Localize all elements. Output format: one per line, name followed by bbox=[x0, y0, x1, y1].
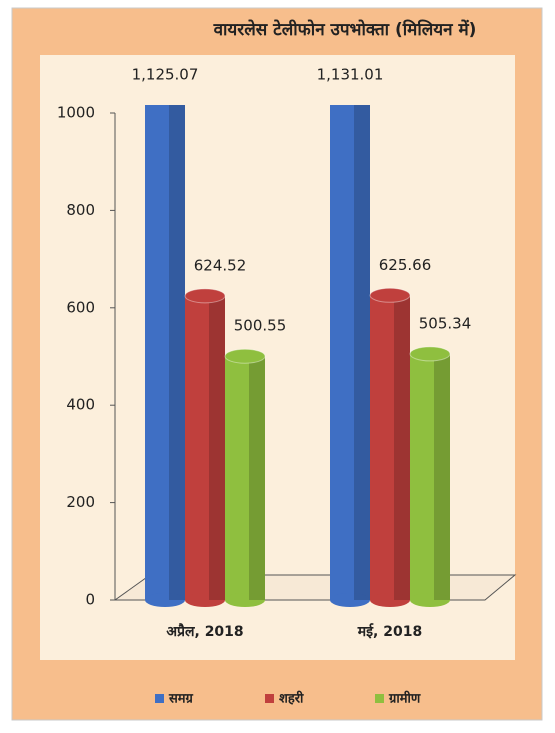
y-tick-label: 600 bbox=[66, 298, 95, 316]
bar-shade bbox=[249, 356, 265, 600]
bar-base bbox=[145, 593, 185, 607]
bar-shade bbox=[169, 105, 185, 600]
bar-top bbox=[369, 287, 411, 303]
x-tick-label: अप्रैल, 2018 bbox=[166, 623, 243, 640]
bar-base bbox=[330, 593, 370, 607]
legend-swatch bbox=[265, 694, 274, 703]
data-label: 625.66 bbox=[379, 256, 432, 274]
legend-label: समग्र bbox=[168, 692, 194, 707]
y-tick-label: 1000 bbox=[57, 104, 95, 122]
bar-top bbox=[409, 346, 451, 362]
bars bbox=[145, 105, 451, 607]
bar-top bbox=[224, 348, 266, 364]
bar-shade bbox=[209, 295, 225, 600]
bar bbox=[145, 105, 185, 600]
legend-label: शहरी bbox=[279, 691, 304, 707]
data-label: 505.34 bbox=[419, 314, 472, 332]
bar-shade bbox=[354, 105, 370, 601]
y-tick-label: 0 bbox=[85, 591, 95, 609]
bar-base bbox=[410, 593, 450, 607]
bar bbox=[330, 105, 370, 601]
y-tick-label: 200 bbox=[66, 493, 95, 511]
bar-base bbox=[185, 593, 225, 607]
chart-title: वायरलेस टेलीफोन उपभोक्ता (मिलियन में) bbox=[213, 19, 477, 40]
legend-label: ग्रामीण bbox=[388, 691, 421, 707]
data-label: 1,131.01 bbox=[317, 66, 384, 84]
bar bbox=[370, 295, 410, 600]
data-label: 500.55 bbox=[234, 317, 287, 335]
bar bbox=[225, 356, 265, 600]
bar-top bbox=[184, 288, 226, 304]
bar bbox=[185, 295, 225, 600]
data-label: 624.52 bbox=[194, 256, 247, 274]
bar-base bbox=[225, 593, 265, 607]
legend-swatch bbox=[155, 694, 164, 703]
bar-shade bbox=[394, 295, 410, 600]
bar bbox=[410, 353, 450, 600]
legend-swatch bbox=[375, 694, 384, 703]
bar-shade bbox=[434, 353, 450, 600]
y-tick-label: 400 bbox=[66, 396, 95, 414]
x-tick-label: मई, 2018 bbox=[357, 623, 422, 640]
data-label: 1,125.07 bbox=[132, 66, 199, 84]
bar-base bbox=[370, 593, 410, 607]
y-tick-label: 800 bbox=[66, 201, 95, 219]
